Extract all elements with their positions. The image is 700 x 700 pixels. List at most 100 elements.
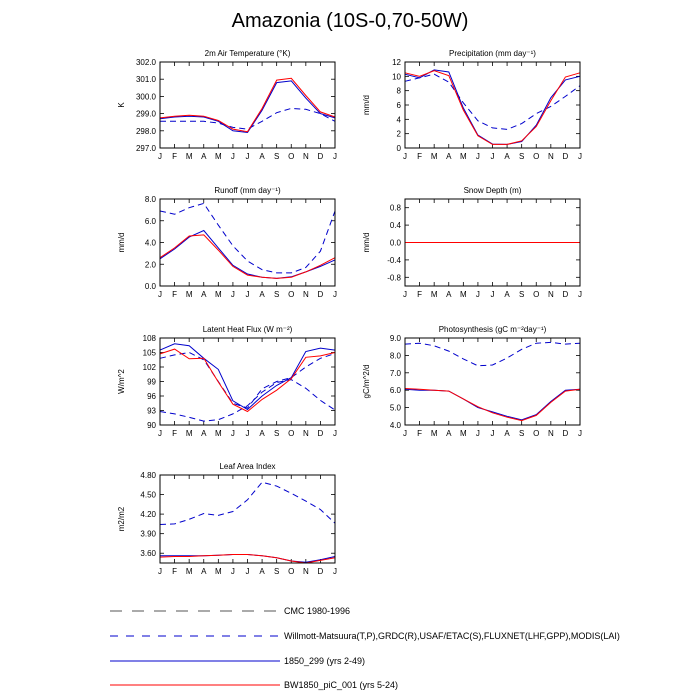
y-tick-label: 0.0 xyxy=(145,282,157,291)
y-tick-label: 105 xyxy=(143,349,157,358)
page-title: Amazonia (10S-0,70-50W) xyxy=(231,10,469,32)
y-tick-label: 298.0 xyxy=(136,127,157,136)
x-tick-label: M xyxy=(431,152,438,161)
plot-frame xyxy=(159,474,336,564)
chart-panel-5: Latent Heat Flux (W m⁻²) W/m^2 90 93 96 99 102… xyxy=(117,325,337,438)
x-tick-label: S xyxy=(519,429,524,438)
series-line-2 xyxy=(404,69,581,145)
series-line-1 xyxy=(404,73,581,130)
x-tick-label: A xyxy=(259,152,265,161)
y-tick-label: 96 xyxy=(147,392,156,401)
x-tick-label: N xyxy=(548,290,554,299)
y-tick-label: 8.0 xyxy=(145,195,157,204)
y-tick-label: 302.0 xyxy=(136,58,157,67)
plot-frame xyxy=(404,61,581,149)
y-tick-label: 3.90 xyxy=(140,530,156,539)
y-axis-label: mm/d xyxy=(362,95,371,115)
series-line-3 xyxy=(159,234,336,279)
plot-frame xyxy=(404,198,581,287)
chart-panel-6: Photosynthesis (gC m⁻²day⁻¹) gC/m^2/d 4.0 5… xyxy=(362,325,582,438)
x-tick-label: N xyxy=(548,429,554,438)
chart-title: Runoff (mm day⁻¹) xyxy=(214,186,281,195)
y-tick-label: 2 xyxy=(397,130,402,139)
y-tick-label: 0.0 xyxy=(390,239,402,248)
y-axis-label: m2/m2 xyxy=(117,506,126,531)
x-tick-label: A xyxy=(201,290,207,299)
x-tick-label: J xyxy=(578,290,582,299)
x-tick-label: J xyxy=(158,567,162,576)
x-tick-label: O xyxy=(288,429,294,438)
y-tick-label: 4.80 xyxy=(140,471,156,480)
x-tick-label: S xyxy=(519,152,524,161)
series-line-2 xyxy=(159,80,336,134)
y-tick-label: 5.0 xyxy=(390,404,402,413)
y-axis-label: mm/d xyxy=(362,233,371,253)
x-tick-label: N xyxy=(303,152,309,161)
x-tick-label: D xyxy=(563,152,569,161)
series-line-1 xyxy=(160,107,336,130)
y-tick-label: 108 xyxy=(143,334,157,343)
y-tick-label: 10 xyxy=(392,72,401,81)
x-tick-label: O xyxy=(533,429,539,438)
x-tick-label: J xyxy=(231,152,235,161)
series-line-1 xyxy=(404,341,581,367)
x-tick-label: N xyxy=(303,567,309,576)
chart-title: Latent Heat Flux (W m⁻²) xyxy=(203,325,293,334)
y-tick-label: 299.0 xyxy=(136,110,157,119)
x-tick-label: J xyxy=(491,429,495,438)
y-tick-label: 7.0 xyxy=(390,369,402,378)
x-tick-label: F xyxy=(172,429,177,438)
y-tick-label: 93 xyxy=(147,407,156,416)
chart-title: Snow Depth (m) xyxy=(464,186,522,195)
x-tick-label: J xyxy=(246,429,250,438)
series-line-1 xyxy=(159,351,336,409)
y-tick-label: 2.0 xyxy=(145,260,157,269)
x-tick-label: J xyxy=(246,152,250,161)
x-tick-label: J xyxy=(246,567,250,576)
x-tick-label: M xyxy=(186,290,193,299)
x-tick-label: F xyxy=(417,290,422,299)
x-tick-label: A xyxy=(259,290,265,299)
y-tick-label: 99 xyxy=(147,378,156,387)
x-tick-label: O xyxy=(288,152,294,161)
x-tick-label: D xyxy=(318,290,324,299)
y-tick-label: 301.0 xyxy=(136,75,157,84)
x-tick-label: A xyxy=(201,429,207,438)
y-tick-label: 297.0 xyxy=(136,144,157,153)
x-tick-label: N xyxy=(303,290,309,299)
y-tick-label: 4 xyxy=(397,115,402,124)
x-tick-label: A xyxy=(446,429,452,438)
chart-title: Leaf Area Index xyxy=(219,462,275,471)
x-tick-label: J xyxy=(158,429,162,438)
x-tick-label: A xyxy=(259,567,265,576)
x-tick-label: J xyxy=(333,152,337,161)
x-tick-label: F xyxy=(417,152,422,161)
series-line-3 xyxy=(404,70,581,145)
series-line-4 xyxy=(159,348,336,413)
x-tick-label: J xyxy=(476,429,480,438)
legend-label-2: Willmott-Matsuura(T,P),GRDC(R),USAF/ETAC… xyxy=(284,631,620,641)
x-tick-label: J xyxy=(403,290,407,299)
series-line-3 xyxy=(159,77,336,133)
y-tick-label: 0.8 xyxy=(390,204,402,213)
x-tick-label: J xyxy=(231,290,235,299)
x-tick-label: J xyxy=(158,152,162,161)
y-tick-label: 6.0 xyxy=(390,386,402,395)
chart-panel-7: Leaf Area Index m2/m2 3.60 3.90 4.20 4.50 4.80… xyxy=(117,462,337,576)
x-tick-label: J xyxy=(476,152,480,161)
y-tick-label: 300.0 xyxy=(136,92,157,101)
y-tick-label: 9.0 xyxy=(390,334,402,343)
series-line-3 xyxy=(404,388,581,422)
y-tick-label: 8 xyxy=(397,87,402,96)
chart-panel-1: 2m Air Temperature (°K) K 297.0 298.0 299.0 3… xyxy=(117,49,337,161)
x-tick-label: D xyxy=(318,152,324,161)
x-tick-label: D xyxy=(318,429,324,438)
y-tick-label: 4.20 xyxy=(140,510,156,519)
x-tick-label: J xyxy=(403,429,407,438)
series-line-1 xyxy=(159,202,336,274)
y-tick-label: 6.0 xyxy=(145,217,157,226)
x-tick-label: J xyxy=(246,290,250,299)
y-tick-label: 4.0 xyxy=(145,239,157,248)
x-tick-label: D xyxy=(563,290,569,299)
